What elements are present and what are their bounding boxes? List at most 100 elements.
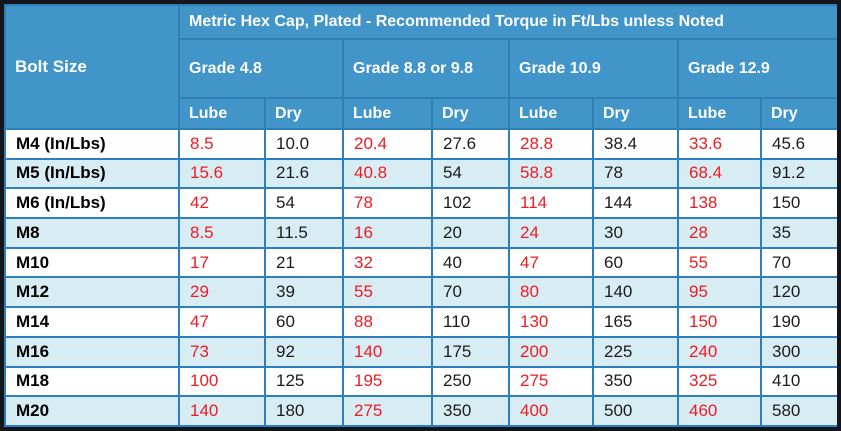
bolt-size-cell: M16	[4, 335, 180, 368]
lube-value-cell: 140	[342, 335, 433, 368]
lube-value-cell: 33.6	[677, 127, 762, 160]
dry-value-cell: 70	[431, 276, 510, 309]
bolt-size-cell: M4 (In/Lbs)	[4, 127, 180, 160]
lube-value-cell: 240	[677, 335, 762, 368]
dry-value-cell: 190	[759, 306, 837, 338]
dry-value-cell: 91.2	[759, 157, 837, 190]
lube-value-cell: 58.8	[508, 157, 594, 190]
bolt-size-cell: M6 (In/Lbs)	[4, 187, 180, 220]
lube-value-cell: 400	[508, 395, 594, 427]
dry-value-cell: 21.6	[264, 157, 344, 190]
lube-value-cell: 130	[508, 306, 594, 338]
table-header-row-grades: Grade 4.8 Grade 8.8 or 9.8 Grade 10.9 Gr…	[5, 37, 837, 100]
lube-value-cell: 68.4	[677, 157, 762, 190]
bolt-size-cell: M5 (In/Lbs)	[4, 157, 180, 190]
grade-12-9-header: Grade 12.9	[676, 37, 837, 100]
dry-value-cell: 45.6	[759, 127, 837, 160]
lube-value-cell: 55	[342, 276, 433, 309]
lube-value-cell: 24	[508, 217, 594, 249]
lube-value-cell: 275	[342, 395, 433, 427]
table-row: M4 (In/Lbs) 8.5 10.0 20.4 27.6 28.8 38.4…	[4, 127, 837, 160]
dry-header: Dry	[759, 97, 837, 130]
dry-value-cell: 350	[592, 365, 679, 398]
torque-table-body: M4 (In/Lbs) 8.5 10.0 20.4 27.6 28.8 38.4…	[4, 127, 837, 427]
table-row: M6 (In/Lbs) 42 54 78 102 114 144 138 150	[4, 187, 837, 220]
dry-value-cell: 180	[264, 395, 344, 427]
grade-4-8-header: Grade 4.8	[178, 37, 344, 100]
dry-value-cell: 175	[431, 335, 510, 368]
dry-value-cell: 500	[592, 395, 679, 427]
lube-value-cell: 32	[342, 246, 433, 279]
lube-value-cell: 8.5	[178, 127, 266, 160]
lube-value-cell: 42	[178, 187, 266, 220]
lube-value-cell: 325	[677, 365, 762, 398]
lube-value-cell: 78	[342, 187, 433, 220]
bolt-size-cell: M18	[4, 365, 180, 398]
lube-header: Lube	[178, 97, 266, 130]
lube-value-cell: 8.5	[178, 217, 266, 249]
lube-value-cell: 73	[178, 335, 266, 368]
dry-value-cell: 580	[759, 395, 837, 427]
dry-value-cell: 144	[592, 187, 679, 220]
dry-header: Dry	[264, 97, 344, 130]
lube-value-cell: 47	[178, 306, 266, 338]
lube-value-cell: 20.4	[342, 127, 433, 160]
dry-value-cell: 225	[592, 335, 679, 368]
dry-value-cell: 102	[431, 187, 510, 220]
lube-value-cell: 28.8	[508, 127, 594, 160]
dry-value-cell: 54	[264, 187, 344, 220]
table-row: M14 47 60 88 110 130 165 150 190	[4, 306, 837, 338]
dry-value-cell: 120	[759, 276, 837, 309]
lube-value-cell: 47	[508, 246, 594, 279]
dry-value-cell: 350	[431, 395, 510, 427]
bolt-size-cell: M12	[4, 276, 180, 309]
lube-value-cell: 138	[677, 187, 762, 220]
dry-value-cell: 70	[759, 246, 837, 279]
dry-value-cell: 92	[264, 335, 344, 368]
bolt-size-cell: M10	[4, 246, 180, 279]
dry-value-cell: 30	[592, 217, 679, 249]
dry-value-cell: 140	[592, 276, 679, 309]
lube-value-cell: 40.8	[342, 157, 433, 190]
lube-value-cell: 114	[508, 187, 594, 220]
dry-value-cell: 21	[264, 246, 344, 279]
lube-value-cell: 195	[342, 365, 433, 398]
grade-10-9-header: Grade 10.9	[508, 37, 679, 100]
lube-header: Lube	[508, 97, 594, 130]
table-header-row-sub: Lube Dry Lube Dry Lube Dry Lube Dry	[5, 97, 837, 130]
lube-header: Lube	[342, 97, 433, 130]
dry-value-cell: 40	[431, 246, 510, 279]
lube-value-cell: 16	[342, 217, 433, 249]
table-row: M12 29 39 55 70 80 140 95 120	[4, 276, 837, 309]
dry-value-cell: 110	[431, 306, 510, 338]
lube-value-cell: 28	[677, 217, 762, 249]
bolt-size-cell: M20	[4, 395, 180, 427]
dry-value-cell: 410	[759, 365, 837, 398]
dry-value-cell: 150	[759, 187, 837, 220]
dry-value-cell: 60	[592, 246, 679, 279]
bolt-size-cell: M14	[4, 306, 180, 338]
table-row: M18 100 125 195 250 275 350 325 410	[4, 365, 837, 398]
dry-value-cell: 39	[264, 276, 344, 309]
dry-value-cell: 300	[759, 335, 837, 368]
lube-value-cell: 140	[178, 395, 266, 427]
table-row: M5 (In/Lbs) 15.6 21.6 40.8 54 58.8 78 68…	[4, 157, 837, 190]
lube-value-cell: 460	[677, 395, 762, 427]
bolt-size-cell: M8	[4, 217, 180, 249]
lube-value-cell: 275	[508, 365, 594, 398]
lube-header: Lube	[677, 97, 762, 130]
torque-table: Bolt Size Metric Hex Cap, Plated - Recom…	[4, 4, 837, 427]
dry-header: Dry	[592, 97, 679, 130]
table-row: M20 140 180 275 350 400 500 460 580	[4, 395, 837, 427]
lube-value-cell: 80	[508, 276, 594, 309]
dry-value-cell: 35	[759, 217, 837, 249]
dry-value-cell: 11.5	[264, 217, 344, 249]
lube-value-cell: 100	[178, 365, 266, 398]
lube-value-cell: 29	[178, 276, 266, 309]
table-header-row-title: Bolt Size Metric Hex Cap, Plated - Recom…	[4, 4, 837, 130]
table-row: M8 8.5 11.5 16 20 24 30 28 35	[4, 217, 837, 249]
dry-value-cell: 60	[264, 306, 344, 338]
table-title: Metric Hex Cap, Plated - Recommended Tor…	[177, 4, 837, 40]
lube-value-cell: 55	[677, 246, 762, 279]
